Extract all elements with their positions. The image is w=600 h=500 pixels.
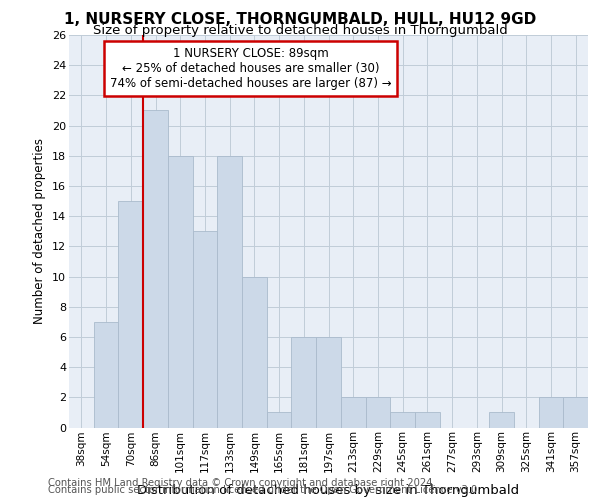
- Bar: [118, 201, 143, 428]
- Bar: [563, 398, 588, 428]
- Bar: [217, 156, 242, 427]
- Bar: [390, 412, 415, 428]
- Text: Contains HM Land Registry data © Crown copyright and database right 2024.: Contains HM Land Registry data © Crown c…: [48, 478, 436, 488]
- Y-axis label: Number of detached properties: Number of detached properties: [34, 138, 46, 324]
- Text: Contains public sector information licensed under the Open Government Licence v3: Contains public sector information licen…: [48, 485, 481, 495]
- Bar: [292, 337, 316, 428]
- Bar: [539, 398, 563, 428]
- Text: 1 NURSERY CLOSE: 89sqm
← 25% of detached houses are smaller (30)
74% of semi-det: 1 NURSERY CLOSE: 89sqm ← 25% of detached…: [110, 47, 391, 90]
- Bar: [94, 322, 118, 428]
- X-axis label: Distribution of detached houses by size in Thorngumbald: Distribution of detached houses by size …: [137, 484, 520, 496]
- Bar: [341, 398, 365, 428]
- Bar: [168, 156, 193, 427]
- Text: Size of property relative to detached houses in Thorngumbald: Size of property relative to detached ho…: [92, 24, 508, 37]
- Bar: [316, 337, 341, 428]
- Bar: [489, 412, 514, 428]
- Bar: [242, 276, 267, 428]
- Text: 1, NURSERY CLOSE, THORNGUMBALD, HULL, HU12 9GD: 1, NURSERY CLOSE, THORNGUMBALD, HULL, HU…: [64, 12, 536, 26]
- Bar: [365, 398, 390, 428]
- Bar: [415, 412, 440, 428]
- Bar: [143, 110, 168, 428]
- Bar: [193, 231, 217, 428]
- Bar: [267, 412, 292, 428]
